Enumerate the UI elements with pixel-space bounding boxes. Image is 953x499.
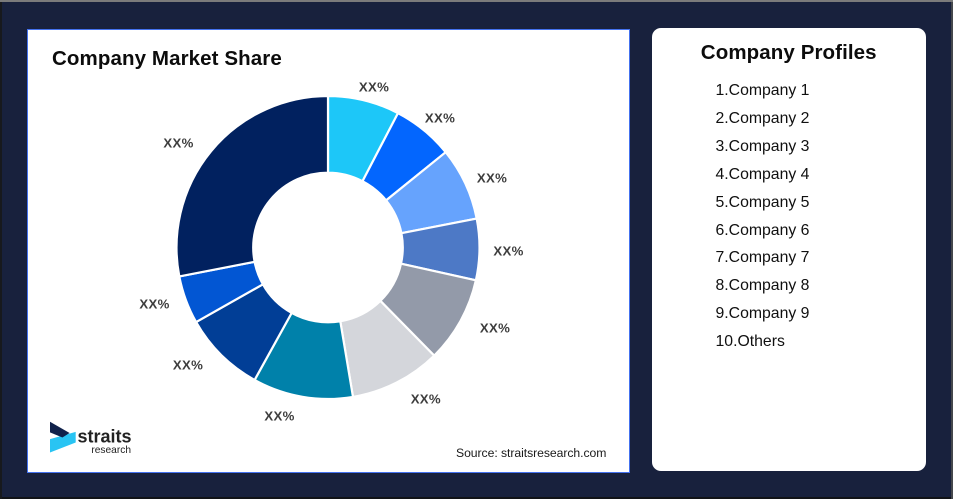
svg-text:research: research [91,445,131,456]
svg-text:straits: straits [78,426,132,446]
